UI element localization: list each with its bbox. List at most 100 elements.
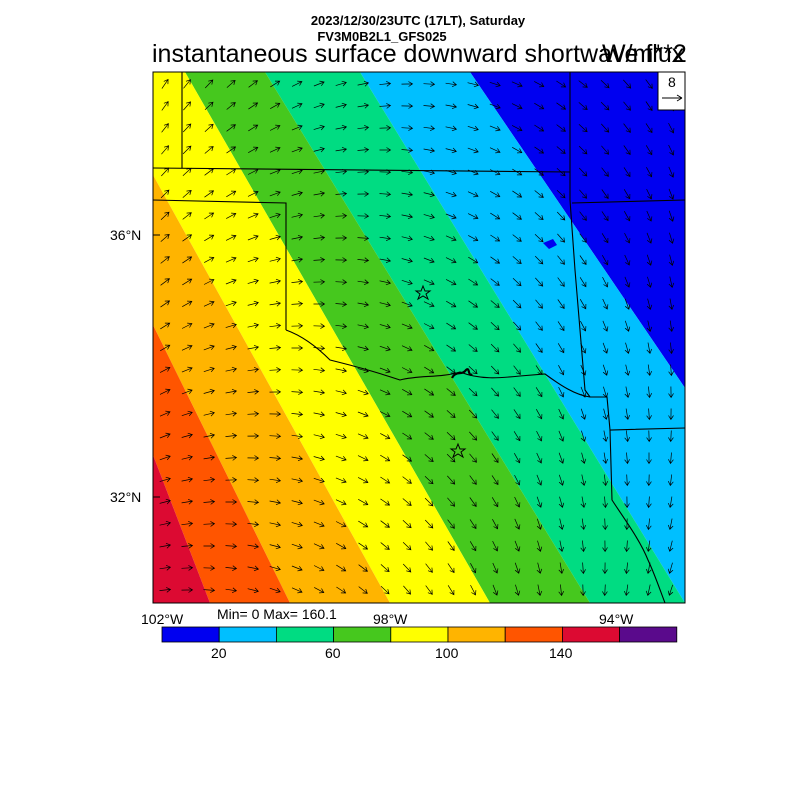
wind-arrow xyxy=(203,366,215,373)
wind-arrow xyxy=(624,254,631,266)
wind-arrow xyxy=(668,298,675,311)
wind-arrow xyxy=(646,276,653,288)
wind-arrow xyxy=(513,321,522,331)
wind-arrow xyxy=(401,213,414,220)
wind-arrow xyxy=(491,431,499,441)
wind-arrow xyxy=(468,256,479,264)
wind-arrow xyxy=(512,256,522,265)
wind-arrow xyxy=(512,212,522,220)
lat-label-36n: 36°N xyxy=(110,227,142,243)
wind-arrow xyxy=(160,300,171,308)
wind-arrow xyxy=(469,453,477,463)
wind-arrow xyxy=(336,542,347,550)
wind-arrow xyxy=(204,190,215,198)
map-title: instantaneous surface downward shortwave… xyxy=(152,40,685,68)
wind-arrow xyxy=(313,389,326,396)
wind-arrow xyxy=(379,257,392,264)
wind-arrow xyxy=(313,433,325,440)
wind-arrow xyxy=(357,80,370,87)
wind-arrow xyxy=(159,432,171,439)
plot-frame xyxy=(152,71,686,604)
wind-arrow xyxy=(579,299,587,310)
wind-arrow xyxy=(357,411,369,418)
wind-arrow xyxy=(225,234,237,241)
wind-arrow xyxy=(424,344,435,352)
wind-arrow xyxy=(313,301,326,307)
wind-arrow xyxy=(159,564,172,571)
wind-arrow xyxy=(534,255,544,265)
wind-arrow xyxy=(203,521,216,527)
wind-arrow xyxy=(467,103,479,110)
wind-arrow xyxy=(335,279,348,285)
wind-arrow xyxy=(424,454,434,463)
wind-arrow xyxy=(445,191,457,198)
wind-arrow xyxy=(535,387,543,398)
wind-arrow xyxy=(623,189,631,200)
colorbar-label-100: 100 xyxy=(435,645,459,661)
wind-arrow xyxy=(624,364,631,376)
wind-arrow xyxy=(580,320,587,332)
wind-arrow xyxy=(558,430,565,442)
city-marker-north-star xyxy=(414,284,432,301)
wind-arrow xyxy=(446,453,456,463)
wind-arrow xyxy=(580,518,587,531)
wind-arrow xyxy=(380,520,390,528)
wind-arrow xyxy=(182,123,192,133)
wind-arrow xyxy=(335,433,347,440)
wind-arrow xyxy=(469,541,477,552)
wind-arrow xyxy=(534,81,545,88)
wind-arrow xyxy=(336,586,347,594)
wind-arrow xyxy=(402,388,413,396)
wind-arrow xyxy=(291,278,304,285)
wind-arrow xyxy=(159,587,172,593)
wind-arrow xyxy=(623,584,630,597)
wind-arrow xyxy=(423,213,435,220)
wind-arrow xyxy=(600,101,610,111)
wind-arrow xyxy=(204,101,214,111)
wind-arrow xyxy=(668,276,675,289)
wind-arrow xyxy=(402,498,412,506)
date-line: 2023/12/30/23UTC (17LT), Saturday xyxy=(310,13,526,28)
wind-arrow xyxy=(602,584,608,597)
units-label: W/m**2 xyxy=(602,40,687,68)
wind-arrow xyxy=(445,103,458,110)
wind-arrow xyxy=(489,147,501,154)
wind-arrow xyxy=(269,300,282,307)
wind-arrow xyxy=(446,344,457,352)
wind-arrow xyxy=(204,146,214,154)
wind-arrow xyxy=(668,210,675,222)
wind-arrow xyxy=(646,496,652,509)
wind-arrow xyxy=(269,521,282,528)
wind-arrow xyxy=(557,233,566,243)
wind-arrow xyxy=(602,430,609,443)
wind-arrow xyxy=(512,299,522,309)
wind-arrow xyxy=(379,125,392,131)
lat-ticks xyxy=(153,234,160,498)
wind-arrow xyxy=(624,298,631,310)
wind-arrow xyxy=(403,585,412,595)
wind-arrow xyxy=(182,256,193,264)
wind-arrow xyxy=(335,367,348,374)
wind-arrow xyxy=(423,235,435,242)
wind-arrow xyxy=(313,323,326,329)
wind-arrow xyxy=(160,278,170,286)
wind-arrow xyxy=(313,477,325,484)
wind-arrow xyxy=(247,477,260,483)
wind-arrow xyxy=(447,519,455,529)
wind-arrow xyxy=(357,257,370,263)
wind-arrow xyxy=(248,146,259,154)
wind-arrow xyxy=(446,431,456,441)
wind-arrow xyxy=(579,255,587,266)
wind-arrow xyxy=(204,79,214,89)
wind-arrow xyxy=(357,235,370,241)
wind-arrow xyxy=(601,211,609,222)
wind-arrow xyxy=(401,147,414,153)
wind-arrow xyxy=(556,124,566,132)
wind-arrow xyxy=(491,475,499,486)
wind-arrow xyxy=(226,124,236,132)
wind-arrow xyxy=(601,255,609,266)
wind-arrow xyxy=(468,322,478,330)
wind-arrow xyxy=(536,430,543,442)
wind-arrow xyxy=(269,477,282,484)
wind-arrow xyxy=(534,102,545,110)
